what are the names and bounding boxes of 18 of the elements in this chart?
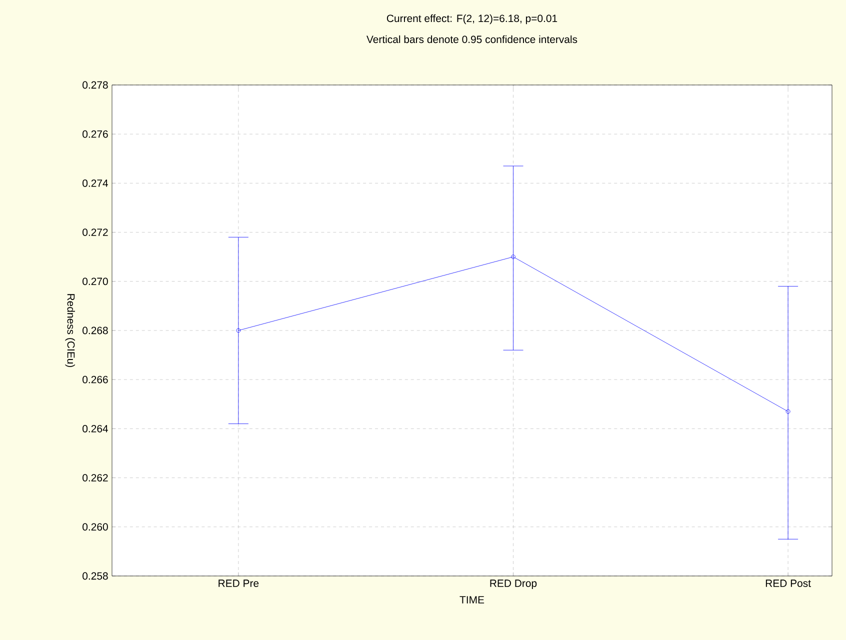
y-tick-label: 0.278	[82, 81, 108, 89]
x-tick-label: RED Pre	[218, 580, 259, 587]
x-tick-label: RED Post	[766, 580, 811, 587]
y-tick-label: 0.268	[82, 326, 108, 334]
y-tick-label: 0.272	[82, 228, 108, 236]
y-tick-label: 0.262	[82, 474, 108, 482]
y-tick-label: 0.266	[82, 376, 108, 384]
chart-subtitle: Vertical bars denote 0.95 confidence intervals	[366, 35, 578, 44]
y-tick-label: 0.276	[82, 130, 108, 138]
y-tick-label: 0.274	[82, 179, 108, 187]
y-axis-title: Redness (CIEu)	[65, 294, 75, 368]
y-tick-label: 0.264	[82, 424, 108, 432]
y-tick-label: 0.258	[82, 572, 108, 580]
chart-title: Current effect: F(2, 12)=6.18, p=0.01	[386, 14, 558, 24]
x-tick-label: RED Drop	[490, 580, 537, 590]
x-axis-title: TIME	[460, 596, 484, 604]
y-tick-label: 0.260	[82, 523, 108, 531]
y-tick-label: 0.270	[82, 278, 108, 286]
